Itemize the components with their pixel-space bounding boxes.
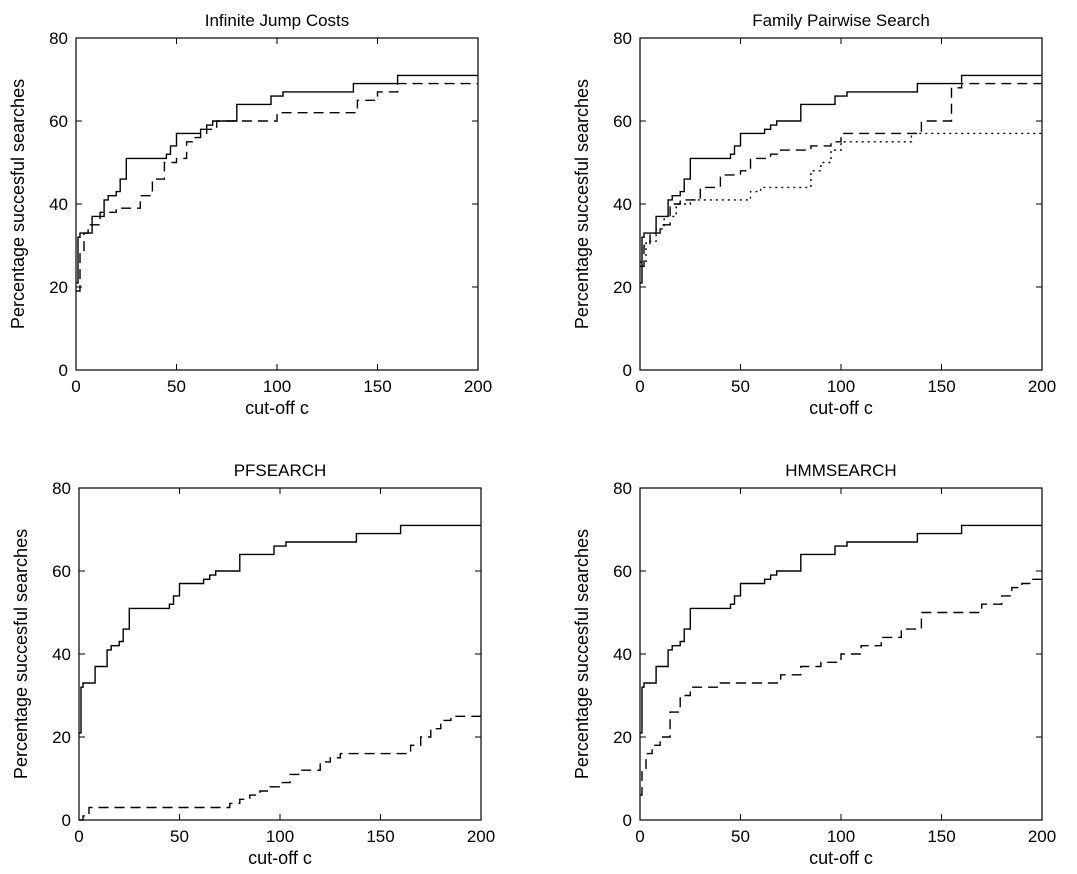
x-tick-label: 150	[927, 827, 955, 846]
plot-frame	[639, 37, 1043, 371]
y-tick-label: 40	[613, 195, 632, 214]
x-tick-label: 200	[467, 827, 495, 846]
y-axis-label: Percentage succesful searches	[11, 529, 31, 779]
x-tick-label: 50	[731, 377, 750, 396]
series-line-dashed	[79, 715, 481, 821]
x-tick-label: 100	[827, 377, 855, 396]
x-axis-label: cut-off c	[809, 398, 873, 418]
x-tick-label: 50	[170, 827, 189, 846]
x-tick-label: 150	[927, 377, 955, 396]
x-tick-label: 150	[363, 377, 391, 396]
series-line-solid	[76, 74, 478, 284]
x-tick-label: 50	[731, 827, 750, 846]
chart-title: Infinite Jump Costs	[205, 11, 350, 30]
y-tick-label: 60	[52, 562, 71, 581]
panel-family-pairwise-search: Family Pairwise Search 0 50 100 150 200 0 20 40 6…	[572, 11, 1056, 418]
chart-title: HMMSEARCH	[785, 461, 896, 480]
plot-frame	[78, 487, 482, 821]
y-tick-label: 0	[623, 361, 632, 380]
x-tick-label: 100	[266, 827, 294, 846]
x-tick-label: 100	[827, 827, 855, 846]
series-line-dotted	[640, 132, 1042, 263]
y-tick-label: 80	[52, 479, 71, 498]
series-line-solid	[79, 524, 481, 734]
y-tick-label: 40	[613, 645, 632, 664]
y-tick-label: 40	[49, 195, 68, 214]
y-tick-label: 80	[613, 479, 632, 498]
x-tick-label: 200	[1028, 827, 1056, 846]
panel-hmmsearch: HMMSEARCH 0 50 100 150 200 0 20 40 60 80 cut-off c P…	[572, 461, 1056, 868]
plot-frame	[75, 37, 479, 371]
y-tick-label: 20	[52, 728, 71, 747]
x-tick-label: 0	[71, 377, 80, 396]
x-axis-label: cut-off c	[809, 848, 873, 868]
y-axis-label: Percentage succesful searches	[572, 79, 592, 329]
y-tick-label: 0	[59, 361, 68, 380]
y-tick-label: 80	[613, 29, 632, 48]
x-tick-label: 50	[167, 377, 186, 396]
x-tick-label: 100	[263, 377, 291, 396]
x-axis-label: cut-off c	[248, 848, 312, 868]
y-tick-label: 60	[49, 112, 68, 131]
y-tick-label: 20	[613, 728, 632, 747]
y-tick-label: 20	[49, 278, 68, 297]
x-tick-label: 0	[635, 827, 644, 846]
chart-title: PFSEARCH	[234, 461, 327, 480]
y-tick-label: 80	[49, 29, 68, 48]
x-tick-label: 150	[366, 827, 394, 846]
y-tick-label: 0	[623, 811, 632, 830]
y-tick-label: 40	[52, 645, 71, 664]
x-axis-label: cut-off c	[245, 398, 309, 418]
y-axis-label: Percentage succesful searches	[8, 79, 28, 329]
x-tick-label: 0	[74, 827, 83, 846]
series-line-solid	[640, 74, 1042, 284]
x-tick-label: 0	[635, 377, 644, 396]
y-tick-label: 60	[613, 112, 632, 131]
series-line-dashed	[640, 82, 1042, 267]
series-line-dashed	[640, 575, 1043, 796]
y-axis-label: Percentage succesful searches	[572, 529, 592, 779]
y-tick-label: 60	[613, 562, 632, 581]
x-tick-label: 200	[1028, 377, 1056, 396]
chart-title: Family Pairwise Search	[752, 11, 930, 30]
y-tick-label: 20	[613, 278, 632, 297]
series-line-dashed	[76, 82, 478, 292]
series-line-solid	[640, 524, 1042, 734]
y-tick-label: 0	[62, 811, 71, 830]
x-tick-label: 200	[464, 377, 492, 396]
panel-infinite-jump-costs: Infinite Jump Costs 0 50 100 150 200 0 20 40 60 80…	[8, 11, 492, 418]
panel-pfsearch: PFSEARCH 0 50 100 150 200 0 20 40 60 80 cut-off c Pe…	[11, 461, 495, 868]
